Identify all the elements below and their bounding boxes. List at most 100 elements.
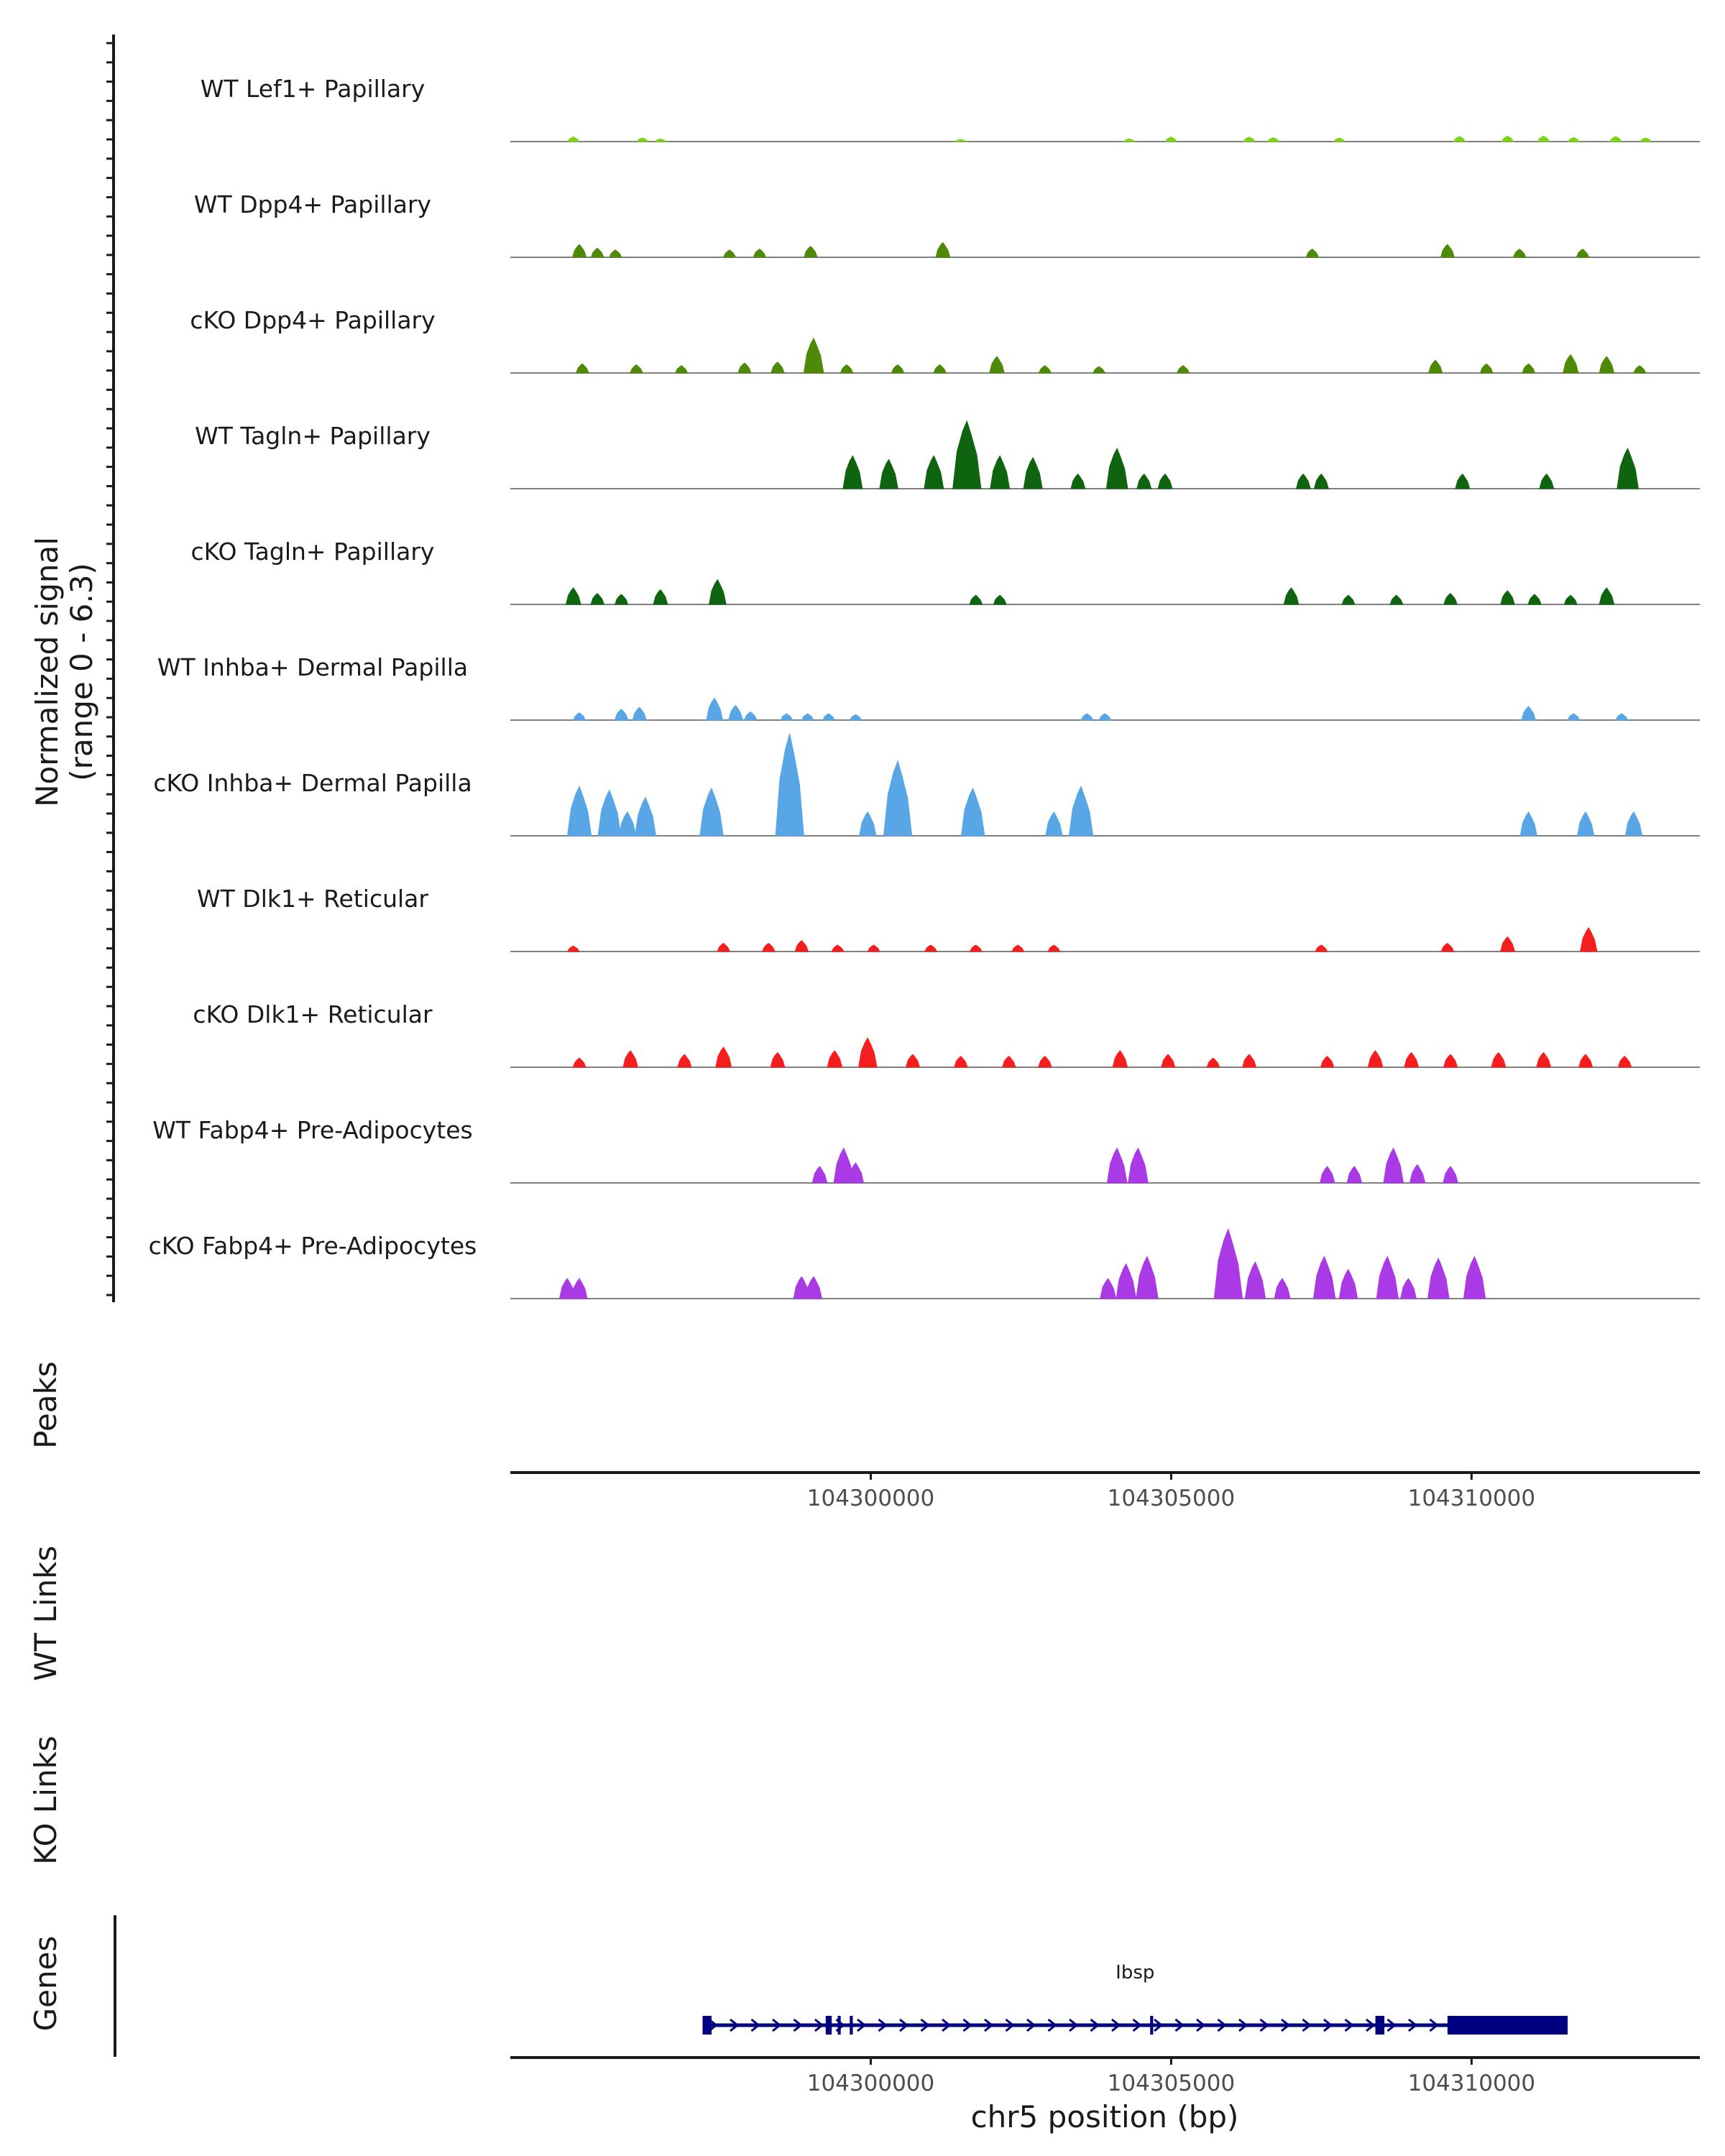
signal-peak: [1116, 1263, 1137, 1299]
signal-peak: [717, 942, 731, 952]
signal-peak: [990, 455, 1011, 489]
signal-peak: [1491, 1051, 1506, 1068]
strand-arrow: [1132, 2018, 1142, 2032]
peaks-panel-label: Peaks: [28, 1361, 63, 1449]
signal-peak: [1500, 590, 1515, 605]
signal-peak: [630, 364, 643, 374]
signal-peak: [770, 361, 785, 374]
signal-peak: [827, 1050, 843, 1068]
signal-peak: [1080, 713, 1094, 721]
signal-axis-ticks: [106, 42, 114, 1296]
signal-peak: [1367, 1050, 1384, 1068]
signal-peak: [1338, 1268, 1358, 1299]
signal-peak: [1092, 366, 1106, 374]
signal-peak: [571, 1278, 588, 1299]
signal-peak: [565, 587, 581, 605]
signal-peak: [727, 704, 743, 721]
signal-peak: [969, 594, 983, 605]
x-tick-label: 104305000: [1108, 2070, 1236, 2096]
signal-peak: [811, 1166, 828, 1184]
signal-peak: [737, 362, 752, 374]
gene-exon: [702, 2016, 712, 2035]
signal-peak: [1045, 811, 1063, 837]
track-9: WT Fabp4+ Pre-Adipocytes: [152, 1116, 1700, 1184]
track-label: WT Lef1+ Papillary: [201, 75, 426, 103]
genes-panel-label: Genes: [28, 1936, 63, 2032]
track-1: WT Dpp4+ Papillary: [194, 190, 1700, 258]
strand-arrow: [772, 2018, 782, 2032]
signal-peak: [1580, 927, 1598, 952]
signal-peak: [1527, 594, 1542, 605]
peaks-x-axis-ticks: 104300000 104305000 104310000: [807, 1473, 1535, 1511]
signal-peak: [1315, 944, 1328, 952]
signal-peak: [622, 1050, 639, 1068]
signal-peak: [1455, 473, 1471, 489]
strand-arrow: [1005, 2018, 1015, 2032]
signal-peak: [699, 787, 724, 837]
signal-peak: [566, 945, 580, 952]
strand-arrow: [899, 2018, 909, 2032]
strand-arrow: [1259, 2018, 1269, 2032]
track-7: WT Dlk1+ Reticular: [197, 885, 1700, 952]
signal-peak: [859, 811, 877, 837]
signal-peak: [575, 363, 589, 374]
track-0: WT Lef1+ Papillary: [201, 75, 1700, 142]
x-tick-label: 104300000: [807, 2070, 935, 2096]
signal-peak: [743, 711, 758, 721]
signal-peak: [849, 714, 862, 721]
signal-peak: [1598, 587, 1615, 605]
signal-peak: [879, 459, 898, 489]
strand-arrow: [1174, 2018, 1184, 2032]
strand-arrow: [1154, 2018, 1164, 2032]
signal-peak: [1463, 1256, 1486, 1299]
strand-arrow: [1111, 2018, 1121, 2032]
signal-peak: [1500, 936, 1516, 952]
gene-exon: [1150, 2016, 1154, 2035]
signal-peak: [1427, 1257, 1450, 1299]
gene-exon: [837, 2016, 841, 2035]
x-axis-title: chr5 position (bp): [971, 2099, 1239, 2134]
signal-peak: [924, 455, 944, 489]
strand-arrow: [1302, 2018, 1312, 2032]
track-label: cKO Fabp4+ Pre-Adipocytes: [149, 1232, 477, 1260]
signal-peak: [933, 364, 947, 374]
signal-peak: [708, 579, 727, 605]
signal-peak: [989, 356, 1005, 374]
signal-peak: [1519, 811, 1538, 837]
strand-arrow: [984, 2018, 994, 2032]
gene-exon: [1375, 2016, 1385, 2035]
signal-axis-title: Normalized signal: [29, 537, 65, 807]
signal-peak: [1157, 473, 1173, 489]
signal-peak: [805, 1276, 823, 1299]
signal-peak: [1070, 473, 1086, 489]
strand-arrow: [814, 2018, 824, 2032]
strand-arrow: [1196, 2018, 1206, 2032]
signal-peak: [1038, 365, 1052, 374]
signal-peak: [1305, 248, 1320, 258]
track-label: WT Fabp4+ Pre-Adipocytes: [152, 1116, 472, 1144]
strand-arrow: [857, 2018, 867, 2032]
signal-peak: [1536, 1051, 1552, 1068]
signal-peak: [1164, 137, 1178, 142]
ko-links-panel-label: KO Links: [28, 1736, 63, 1865]
signal-peak: [722, 249, 737, 258]
signal-peak: [847, 1162, 865, 1184]
x-tick-label: 104300000: [807, 1485, 935, 1511]
track-label: cKO Dlk1+ Reticular: [193, 1000, 433, 1028]
strand-arrow: [1217, 2018, 1227, 2032]
signal-peak: [677, 1054, 692, 1068]
strand-arrow: [962, 2018, 972, 2032]
signal-peak: [1428, 359, 1443, 374]
signal-peak: [905, 1054, 921, 1068]
strand-arrow: [730, 2018, 740, 2032]
strand-arrow: [750, 2018, 760, 2032]
signal-peak: [1400, 1278, 1417, 1299]
signal-peak: [1161, 1054, 1176, 1068]
signal-peak: [1295, 473, 1311, 489]
strand-arrow: [1090, 2018, 1100, 2032]
signal-peak: [597, 789, 622, 837]
signal-peak: [1241, 1054, 1257, 1068]
signal-peak: [566, 137, 580, 142]
signal-peak: [954, 1056, 968, 1068]
